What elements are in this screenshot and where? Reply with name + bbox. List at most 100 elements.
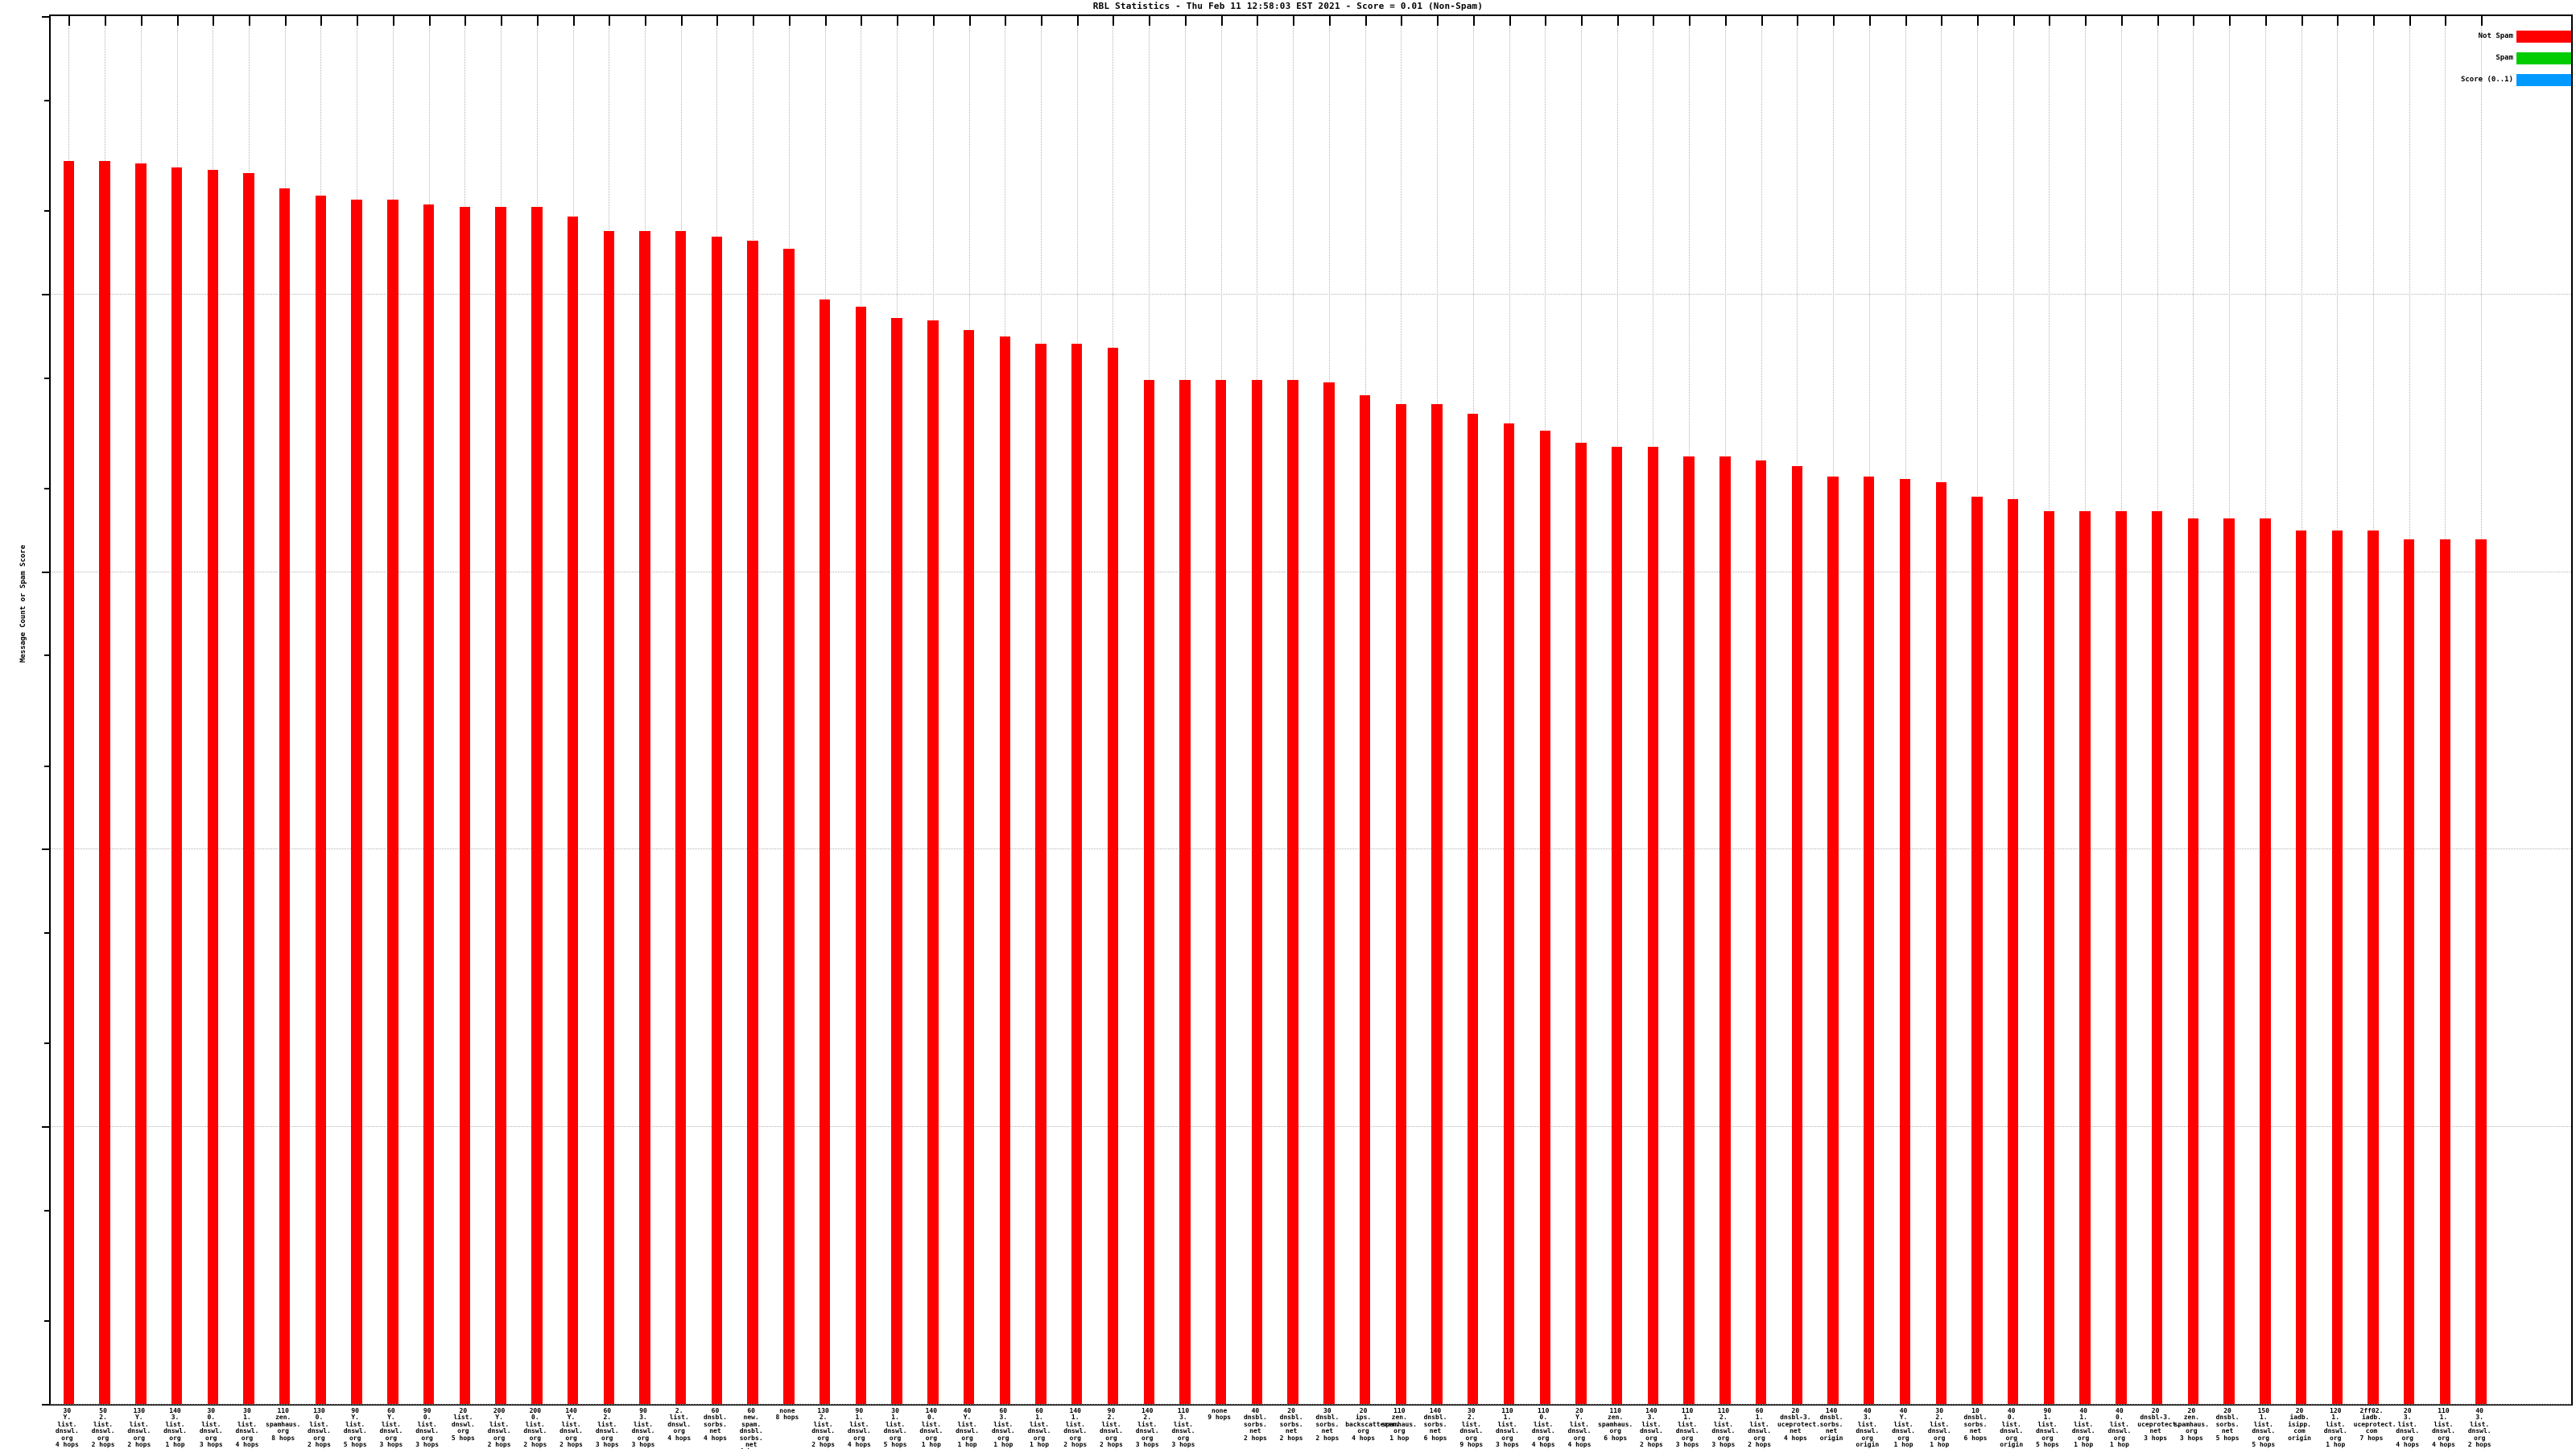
x-axis-label-line: 3. [999, 1414, 1008, 1422]
x-axis-label-line: org [169, 1434, 181, 1442]
x-axis-label-line: net [1249, 1427, 1261, 1435]
bar-not-spam[interactable] [243, 172, 254, 1404]
legend-item[interactable]: Not Spam [2403, 31, 2576, 45]
bar-not-spam[interactable] [2187, 518, 2199, 1404]
bar-not-spam[interactable] [783, 249, 795, 1404]
bar-not-spam[interactable] [1395, 404, 1407, 1404]
x-axis-label-line: dnswl. [2396, 1427, 2420, 1435]
x-axis-label-line: sorbs. [704, 1420, 727, 1428]
bar-not-spam[interactable] [567, 216, 579, 1404]
legend-item[interactable]: Spam [2403, 52, 2576, 67]
bar-not-spam[interactable] [2260, 518, 2271, 1404]
bar-not-spam[interactable] [2331, 530, 2343, 1404]
bar-not-spam[interactable] [1899, 478, 1911, 1404]
bar-not-spam[interactable] [999, 336, 1010, 1404]
x-axis-label-line: 2. [675, 1407, 683, 1414]
bar-not-spam[interactable] [423, 204, 435, 1404]
bar-not-spam[interactable] [1468, 413, 1479, 1404]
legend-item[interactable]: Score (0..1) [2403, 74, 2576, 89]
bar-not-spam[interactable] [387, 200, 398, 1404]
x-axis-label-line: 2 hops [1315, 1434, 1340, 1442]
bar-not-spam[interactable] [1071, 344, 1083, 1404]
bar-not-spam[interactable] [1431, 404, 1443, 1404]
bar-not-spam[interactable] [2439, 539, 2451, 1404]
bar-not-spam[interactable] [1215, 379, 1227, 1404]
x-axis-label: 20 dnsbl. sorbs. net 2 hops [1274, 1407, 1310, 1442]
x-axis-label-line: org [1861, 1434, 1873, 1442]
bar-not-spam[interactable] [711, 237, 723, 1404]
bar-not-spam[interactable] [1143, 379, 1154, 1404]
bar-not-spam[interactable] [495, 207, 506, 1404]
bar-not-spam[interactable] [2079, 510, 2091, 1404]
bar-not-spam[interactable] [1359, 395, 1371, 1404]
x-axis-label-line: 1 hop [1029, 1441, 1050, 1449]
bar-not-spam[interactable] [603, 231, 614, 1404]
bar-not-spam[interactable] [1179, 379, 1191, 1404]
bar-not-spam[interactable] [2223, 518, 2235, 1404]
x-axis-label-line: 3 hops [1496, 1441, 1519, 1449]
bar-not-spam[interactable] [1251, 379, 1263, 1404]
x-axis-label-line: 90 [855, 1407, 864, 1414]
bar-not-spam[interactable] [2116, 510, 2127, 1404]
bar-not-spam[interactable] [819, 299, 831, 1404]
x-axis-label-line: dnswl. [487, 1427, 511, 1435]
x-axis-label-line: dnswl. [2252, 1427, 2276, 1435]
bar-not-spam[interactable] [1035, 344, 1046, 1404]
bar-not-spam[interactable] [1971, 497, 1983, 1404]
bar-not-spam[interactable] [1647, 447, 1659, 1404]
bar-not-spam[interactable] [1864, 476, 1875, 1404]
bar-not-spam[interactable] [1287, 379, 1298, 1404]
bar-not-spam[interactable] [171, 167, 183, 1404]
x-axis-label-line: org [1645, 1434, 1657, 1442]
bar-not-spam[interactable] [1791, 465, 1803, 1404]
bar-not-spam[interactable] [351, 200, 362, 1404]
x-axis-tick [2157, 16, 2159, 26]
x-axis-label-line: dnswl. [595, 1427, 619, 1435]
bar-not-spam[interactable] [2295, 530, 2307, 1404]
bar-not-spam[interactable] [2404, 539, 2415, 1404]
x-axis-label: 20 dnsbl-3. uceprotect. net 3 hops [2137, 1407, 2180, 1442]
bar-not-spam[interactable] [315, 196, 327, 1404]
bar-not-spam[interactable] [63, 161, 75, 1404]
x-axis-tick [1437, 16, 1439, 26]
bar-not-spam[interactable] [1683, 456, 1695, 1404]
bar-not-spam[interactable] [963, 329, 975, 1404]
bar-not-spam[interactable] [99, 161, 110, 1404]
bar-not-spam[interactable] [2007, 498, 2019, 1404]
bar-not-spam[interactable] [1503, 423, 1515, 1404]
bar-not-spam[interactable] [459, 207, 471, 1404]
bar-not-spam[interactable] [2475, 539, 2487, 1404]
bar-not-spam[interactable] [1107, 347, 1119, 1404]
bar-not-spam[interactable] [2043, 510, 2055, 1404]
bar-not-spam[interactable] [1539, 431, 1550, 1404]
bar-not-spam[interactable] [1719, 456, 1731, 1404]
x-axis-label-line: 1. [2331, 1414, 2340, 1422]
bar-not-spam[interactable] [531, 207, 543, 1404]
bar-not-spam[interactable] [1827, 476, 1839, 1404]
bar-not-spam[interactable] [1935, 481, 1946, 1404]
bar-not-spam[interactable] [135, 163, 147, 1404]
x-axis-label: 30 0. list. dnswl. org 3 hops [193, 1407, 229, 1448]
bar-not-spam[interactable] [747, 241, 758, 1404]
bar-not-spam[interactable] [1611, 447, 1623, 1404]
x-axis-label-line: 1 hop [2326, 1441, 2346, 1449]
bar-not-spam[interactable] [1323, 382, 1335, 1404]
bar-not-spam[interactable] [2151, 510, 2163, 1404]
bar-not-spam[interactable] [2368, 530, 2379, 1404]
bar-not-spam[interactable] [1575, 443, 1587, 1404]
bar-not-spam[interactable] [207, 169, 218, 1404]
bar-not-spam[interactable] [639, 231, 650, 1404]
x-axis-label: 110 zen. spamhaus. org 1 hop [1381, 1407, 1418, 1442]
x-axis-label-line: 40 [963, 1407, 972, 1414]
x-axis-label-line: dnswl. [2323, 1427, 2347, 1435]
gridline-horizontal [51, 293, 2571, 295]
bar-not-spam[interactable] [927, 320, 939, 1404]
x-axis-tick [2301, 16, 2303, 26]
bar-not-spam[interactable] [891, 317, 902, 1404]
bar-not-spam[interactable] [1755, 460, 1767, 1404]
bar-not-spam[interactable] [855, 306, 867, 1404]
x-axis-label: 60 1. list. dnswl. org 2 hops [1741, 1407, 1777, 1448]
bar-not-spam[interactable] [675, 231, 687, 1404]
bar-not-spam[interactable] [279, 188, 291, 1404]
